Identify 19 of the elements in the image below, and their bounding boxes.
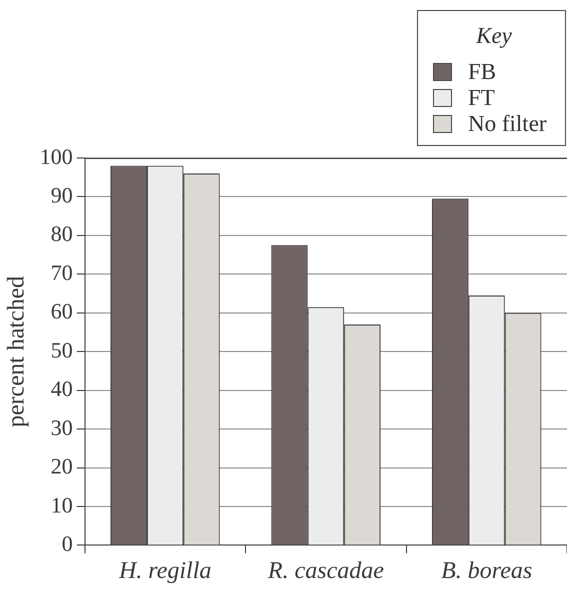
y-tick-label: 20 [50, 454, 73, 479]
y-tick-label: 90 [50, 182, 73, 208]
y-tick-label: 30 [50, 414, 73, 440]
x-tick-label: H. regilla [118, 558, 212, 584]
legend-title: Key [474, 23, 513, 49]
y-axis-title: percent hatched [4, 276, 30, 428]
legend-label: No filter [468, 111, 547, 137]
legend-label: FT [468, 85, 495, 111]
x-tick-label: R. cascadae [266, 558, 384, 584]
y-tick-label: 50 [50, 337, 73, 362]
legend-label: FB [468, 59, 496, 85]
x-tick-label: B. boreas [441, 558, 532, 584]
y-tick-label: 70 [50, 260, 73, 285]
y-tick-label: 10 [50, 492, 73, 518]
y-tick-label: 0 [62, 530, 73, 556]
y-tick-label: 40 [50, 376, 73, 402]
y-tick-label: 60 [50, 298, 73, 324]
y-tick-label: 100 [40, 144, 73, 169]
y-tick-label: 80 [50, 221, 73, 246]
